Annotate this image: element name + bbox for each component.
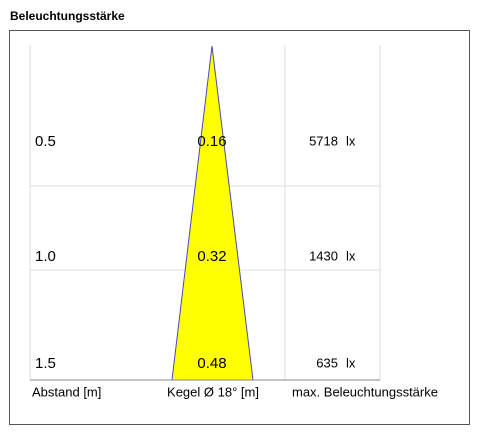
illuminance: 635 (316, 355, 338, 370)
unit: lx (346, 133, 356, 148)
unit: lx (346, 355, 356, 370)
diameter: 0.48 (197, 355, 226, 372)
frame (9, 30, 470, 425)
column-label: Kegel Ø 18° [m] (167, 384, 259, 399)
unit: lx (346, 248, 356, 263)
rows: 0.5 0.16 5718 lx 1.0 0.32 1430 lx 1.5 0.48 635 lx (35, 133, 356, 372)
illuminance: 1430 (309, 248, 338, 263)
diameter: 0.32 (197, 248, 226, 265)
distance: 1.5 (35, 355, 56, 372)
distance: 0.5 (35, 133, 56, 150)
title: Beleuchtungsstärke (10, 9, 125, 23)
distance: 1.0 (35, 248, 56, 265)
diameter: 0.16 (197, 133, 226, 150)
column-label: Abstand [m] (32, 384, 101, 399)
column-label: max. Beleuchtungsstärke (292, 384, 438, 399)
illuminance: 5718 (309, 133, 338, 148)
